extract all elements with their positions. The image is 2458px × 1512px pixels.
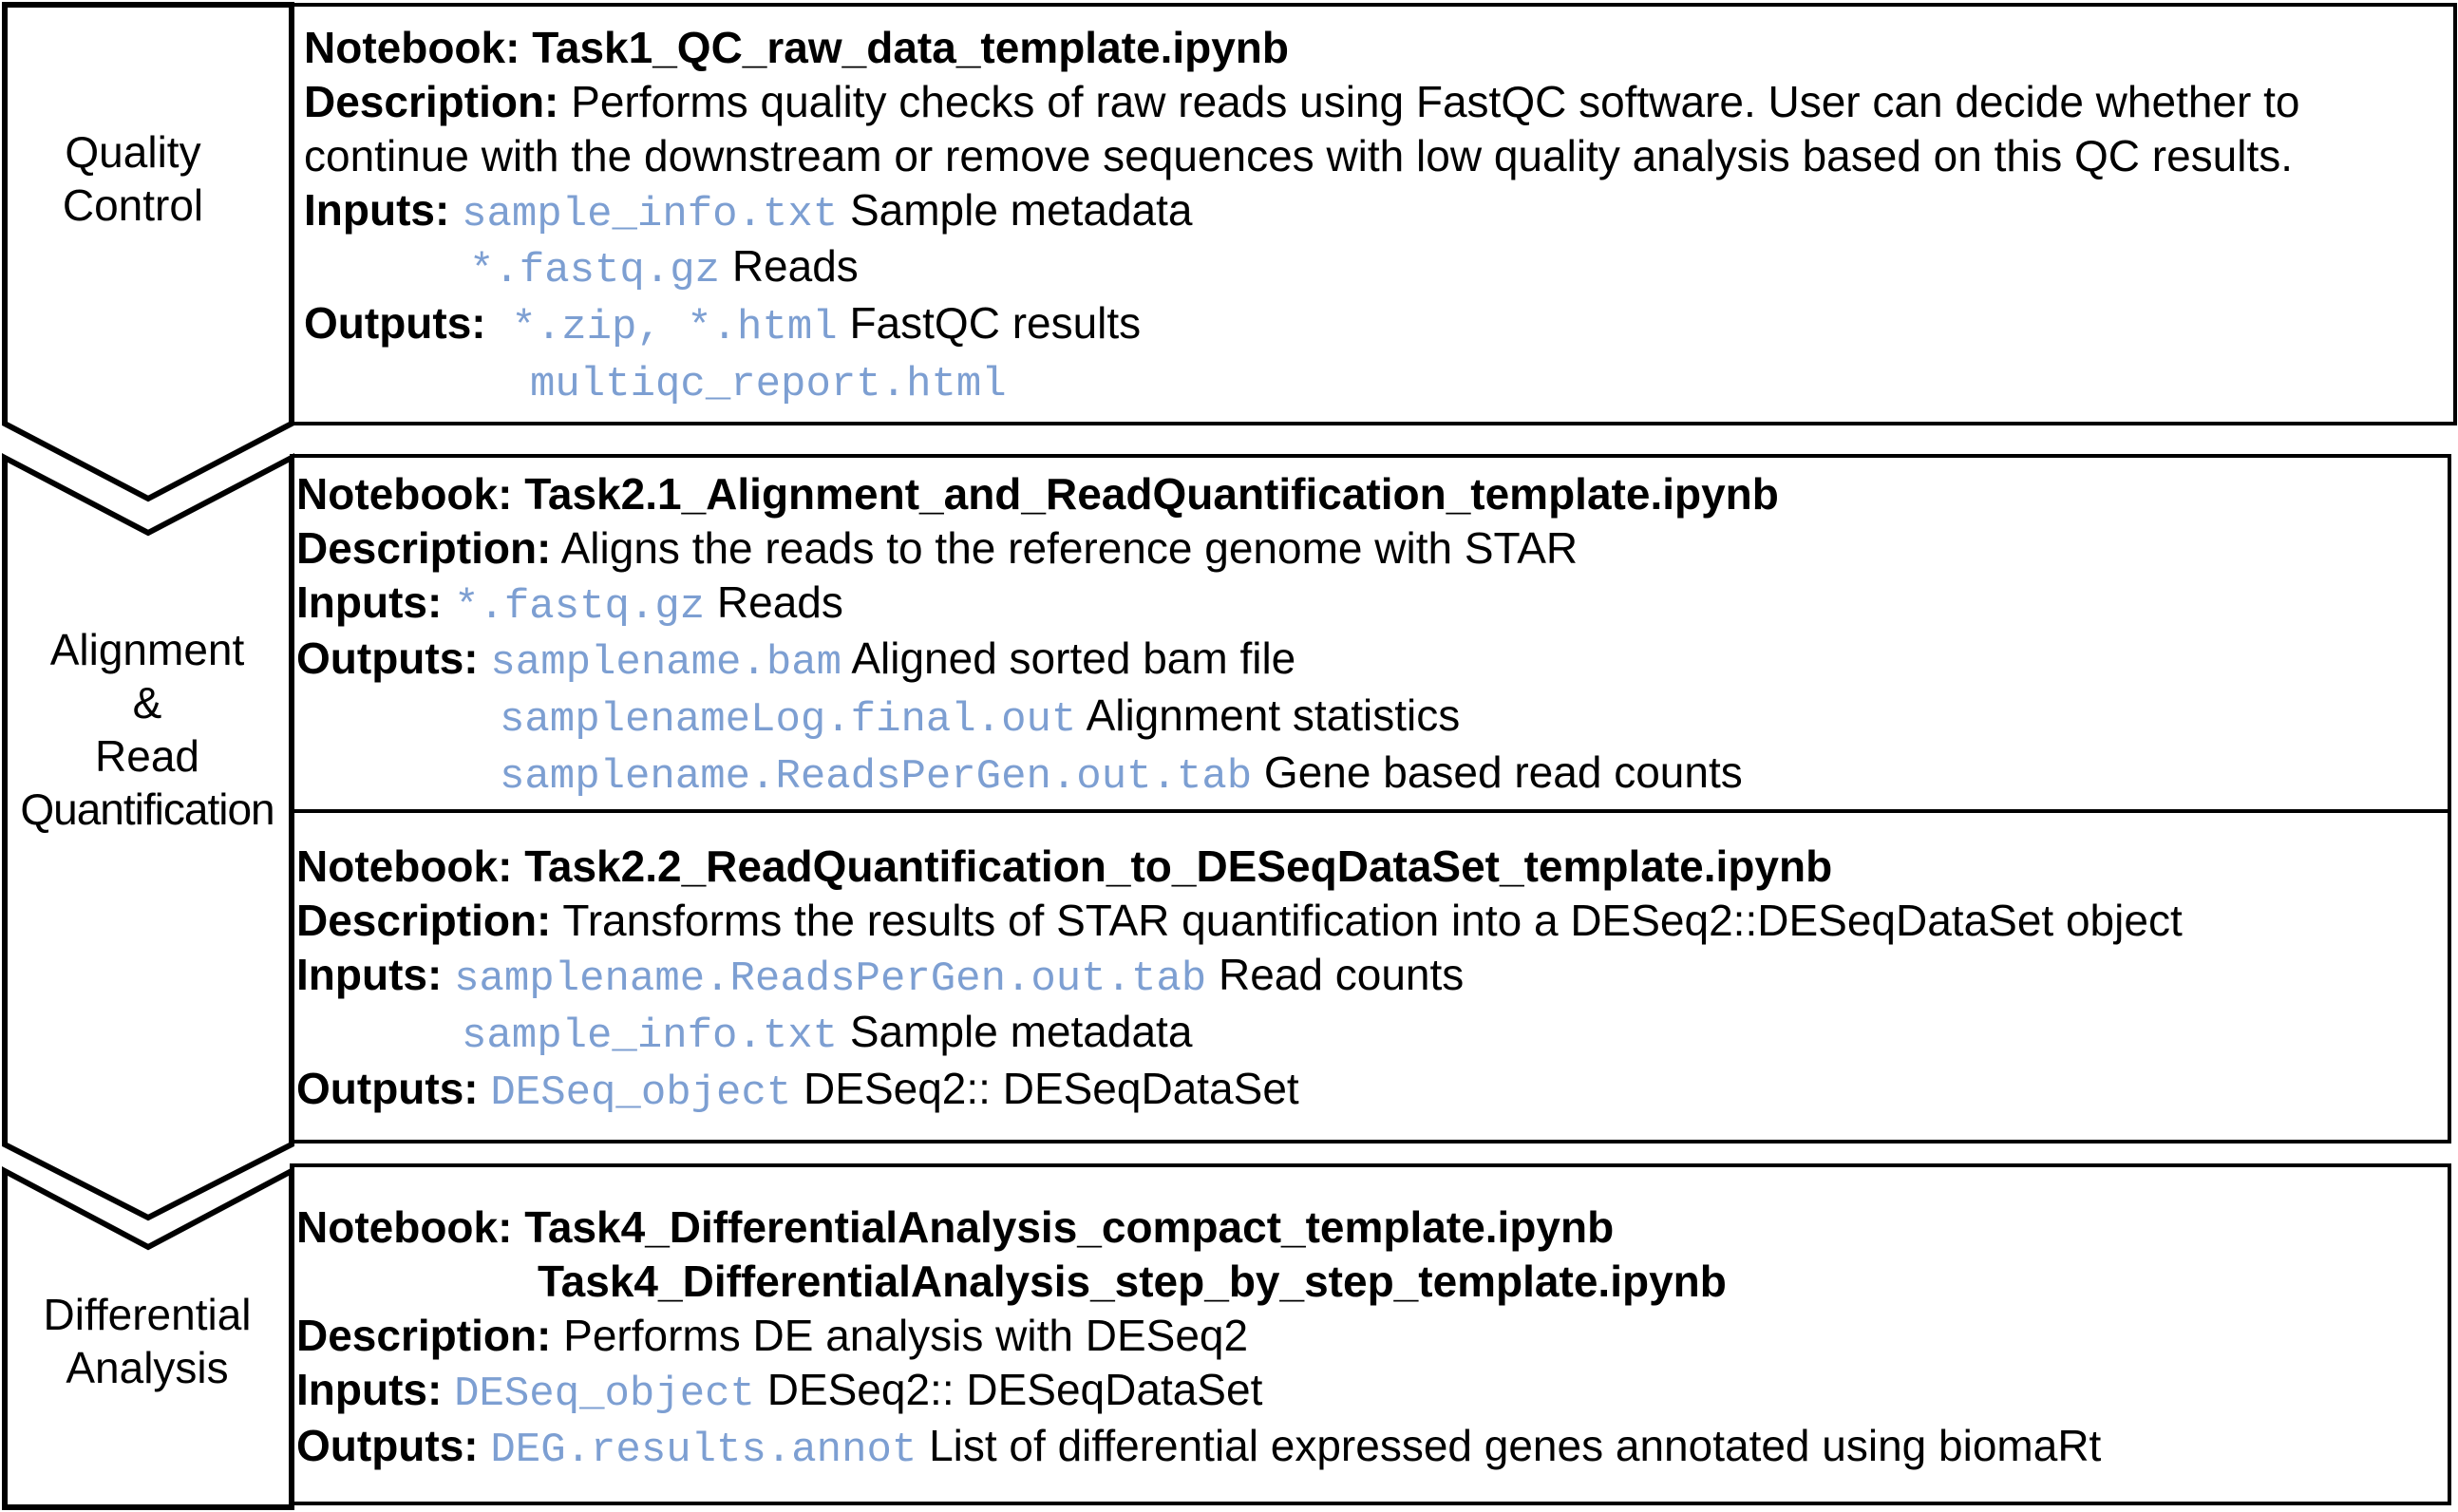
- output-desc: FastQC results: [849, 298, 1142, 348]
- input-desc: Sample metadata: [849, 185, 1193, 235]
- input-desc: Reads: [716, 577, 843, 627]
- notebook-line: Notebook: Task1_QC_raw_data_template.ipy…: [304, 21, 1289, 74]
- output-file: multiqc_report.html: [530, 361, 1007, 408]
- stage-label-differential: Differential Analysis: [9, 1288, 285, 1394]
- description-text: Aligns the reads to the reference genome…: [560, 523, 1579, 573]
- input-file: sample_info.txt: [462, 1012, 839, 1060]
- stage-label-line: Alignment: [49, 625, 245, 674]
- output-file: samplenameLog.final.out: [500, 696, 1077, 744]
- notebook-name: Task1_QC_raw_data_template.ipynb: [532, 23, 1290, 72]
- stage-chevron-quality-control: [1, 2, 294, 502]
- description-line: Description: Aligns the reads to the ref…: [296, 521, 1578, 575]
- inputs-line-2: *.fastq.gz Reads: [469, 239, 859, 297]
- outputs-line-2: samplenameLog.final.out Alignment statis…: [500, 689, 1460, 747]
- notebook-name: Task2.1_Alignment_and_ReadQuantification…: [524, 469, 1779, 519]
- stage-label-line: Read: [95, 731, 199, 781]
- inputs-line: Inputs: samplename.ReadsPerGen.out.tab R…: [296, 948, 1464, 1006]
- input-file: *.fastq.gz: [454, 583, 706, 631]
- output-desc: Gene based read counts: [1263, 747, 1743, 797]
- input-desc: DESeq2:: DESeqDataSet: [766, 1365, 1263, 1414]
- notebook-line: Notebook: Task2.2_ReadQuantification_to_…: [296, 840, 1832, 893]
- outputs-line: Outputs: DESeq_object DESeq2:: DESeqData…: [296, 1062, 1299, 1120]
- description-line: Description: Transforms the results of S…: [296, 894, 2183, 947]
- description-label: Description:: [304, 77, 559, 126]
- inputs-label: Inputs:: [296, 950, 443, 999]
- input-file: sample_info.txt: [462, 191, 839, 238]
- input-desc: Read counts: [1219, 950, 1465, 999]
- inputs-label: Inputs:: [296, 1365, 443, 1414]
- description-line-2: continue with the downstream or remove s…: [304, 129, 2293, 182]
- description-text: Performs quality checks of raw reads usi…: [571, 77, 2300, 126]
- output-file: DEG.results.annot: [490, 1427, 917, 1474]
- stage-label-line: Control: [62, 180, 204, 230]
- inputs-line: Inputs: *.fastq.gz Reads: [296, 576, 843, 633]
- outputs-line-2: multiqc_report.html: [530, 353, 1007, 411]
- box-task2-frame: [290, 454, 2451, 1143]
- outputs-label: Outputs:: [296, 1421, 479, 1470]
- notebook-line-2: Task4_DifferentialAnalysis_step_by_step_…: [538, 1255, 1727, 1308]
- inputs-line: Inputs: sample_info.txt Sample metadata: [304, 183, 1192, 241]
- stage-label-line: Analysis: [66, 1343, 229, 1392]
- input-file: *.fastq.gz: [469, 247, 721, 294]
- input-file: DESeq_object: [454, 1370, 755, 1418]
- output-file: *.zip, *.html: [511, 304, 838, 351]
- inputs-line-2: sample_info.txt Sample metadata: [462, 1005, 1192, 1063]
- outputs-line: Outputs: *.zip, *.html FastQC results: [304, 296, 1141, 354]
- output-desc: DESeq2:: DESeqDataSet: [804, 1064, 1299, 1113]
- stage-label-line: Quality: [65, 127, 201, 177]
- stage-label-line: Differential: [43, 1290, 252, 1339]
- stage-label-quality-control: Quality Control: [38, 125, 228, 232]
- outputs-line-3: samplename.ReadsPerGen.out.tab Gene base…: [500, 746, 1743, 803]
- output-desc: Aligned sorted bam file: [851, 633, 1296, 683]
- stage-label-line: Quantification: [20, 784, 274, 834]
- description-label: Description:: [296, 523, 552, 573]
- outputs-line: Outputs: DEG.results.annot List of diffe…: [296, 1419, 2101, 1477]
- outputs-label: Outputs:: [304, 298, 486, 348]
- box-task1-frame: [290, 3, 2457, 425]
- notebook-name: Task2.2_ReadQuantification_to_DESeqDataS…: [524, 841, 1833, 891]
- description-label: Description:: [296, 1311, 552, 1360]
- input-desc: Sample metadata: [849, 1007, 1193, 1056]
- notebook-label: Notebook:: [296, 469, 513, 519]
- description-text: continue with the downstream or remove s…: [304, 131, 2294, 180]
- outputs-line: Outputs: samplename.bam Aligned sorted b…: [296, 632, 1295, 690]
- output-desc: Alignment statistics: [1086, 690, 1461, 740]
- notebook-label: Notebook:: [304, 23, 520, 72]
- notebook-label: Notebook:: [296, 1202, 513, 1252]
- outputs-label: Outputs:: [296, 633, 479, 683]
- description-line: Description: Performs DE analysis with D…: [296, 1309, 1248, 1362]
- outputs-label: Outputs:: [296, 1064, 479, 1113]
- description-label: Description:: [296, 896, 552, 945]
- notebook-name: Task4_DifferentialAnalysis_compact_templ…: [524, 1202, 1615, 1252]
- inputs-label: Inputs:: [296, 577, 443, 627]
- output-file: DESeq_object: [490, 1069, 792, 1117]
- stage-chevron-alignment: [1, 453, 294, 1221]
- description-text: Transforms the results of STAR quantific…: [562, 896, 2183, 945]
- notebook-line: Notebook: Task4_DifferentialAnalysis_com…: [296, 1200, 1614, 1254]
- inputs-line: Inputs: DESeq_object DESeq2:: DESeqDataS…: [296, 1363, 1262, 1421]
- stage-label-alignment: Alignment & Read Quantification: [0, 623, 294, 836]
- box-task4-frame: [290, 1163, 2451, 1505]
- notebook-name: Task4_DifferentialAnalysis_step_by_step_…: [538, 1257, 1727, 1306]
- stage-label-line: &: [132, 678, 162, 728]
- input-file: samplename.ReadsPerGen.out.tab: [454, 955, 1207, 1003]
- description-line: Description: Performs quality checks of …: [304, 75, 2299, 128]
- output-file: samplename.bam: [490, 639, 842, 687]
- inputs-label: Inputs:: [304, 185, 450, 235]
- output-desc: List of differential expressed genes ann…: [929, 1421, 2102, 1470]
- notebook-label: Notebook:: [296, 841, 513, 891]
- notebook-line: Notebook: Task2.1_Alignment_and_ReadQuan…: [296, 467, 1779, 520]
- description-text: Performs DE analysis with DESeq2: [563, 1311, 1249, 1360]
- output-file: samplename.ReadsPerGen.out.tab: [500, 753, 1253, 801]
- input-desc: Reads: [731, 241, 859, 291]
